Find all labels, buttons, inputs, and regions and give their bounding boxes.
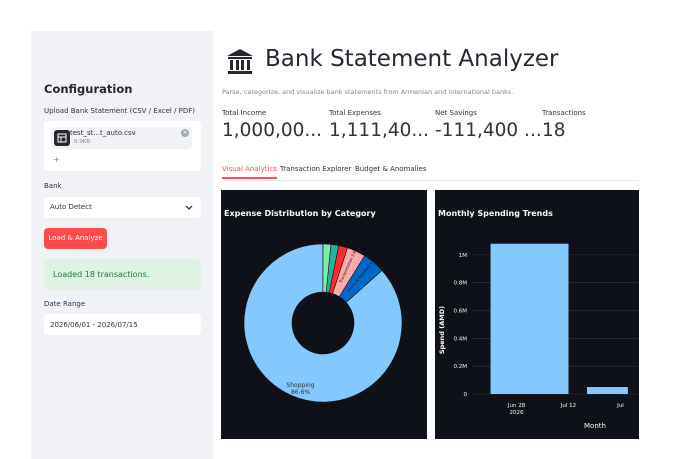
- bank-icon: [227, 49, 253, 74]
- success-message: Loaded 18 transactions.: [53, 270, 150, 279]
- bar-chart-svg: 0 0.2M 0.4M 0.6M 0.8M 1M Jun 28 2026 Jul 12 Jul Mo…: [438, 243, 639, 430]
- y-tick-label: 0.6M: [454, 309, 468, 315]
- remove-file-icon[interactable]: ×: [181, 129, 189, 137]
- y-axis-label: Spend (AMD): [438, 306, 446, 354]
- chevron-down-icon: [185, 205, 193, 210]
- bank-label: Bank: [44, 182, 62, 190]
- sidebar: Configuration Upload Bank Statement (CSV…: [31, 31, 213, 459]
- anchor-link-icon[interactable]: ∞: [536, 58, 543, 67]
- pie-slice: [243, 243, 403, 403]
- success-alert: Loaded 18 transactions.: [44, 259, 201, 290]
- x-tick-label: Jul 12: [560, 403, 576, 409]
- bank-select-value: Auto Detect: [50, 203, 92, 211]
- x-tick-label: Jun 28 2026: [507, 403, 526, 416]
- y-tick-label: 0: [464, 392, 468, 398]
- add-file-icon[interactable]: +: [53, 155, 60, 164]
- donut-chart-svg: Shopping 86.6%Loans & Transfers 4.6%Trans…: [243, 243, 403, 403]
- file-size: 0.9KB: [74, 139, 91, 145]
- metric-total-expenses: Total Expenses 1,111,40...: [329, 109, 429, 141]
- bar: [587, 387, 628, 394]
- metric-total-income: Total Income 1,000,00...: [222, 109, 322, 141]
- date-range-label: Date Range: [44, 300, 86, 308]
- metric-transactions: Transactions 18: [542, 109, 586, 141]
- y-tick-label: 1M: [459, 253, 467, 259]
- metric-net-savings: Net Savings -111,400 ...: [435, 109, 542, 141]
- metric-value: 1,000,00...: [222, 120, 323, 141]
- tab-bar: Visual Analytics Transaction Explorer Bu…: [222, 161, 639, 181]
- x-tick-label: Jul: [616, 403, 624, 409]
- uploaded-file: test_st...t_auto.csv 0.9KB ×: [51, 127, 192, 149]
- sidebar-title: Configuration: [44, 82, 133, 96]
- metric-value: -111,400 ...: [435, 120, 542, 141]
- chart-title: Monthly Spending Trends: [438, 209, 553, 218]
- page-title: Bank Statement Analyzer: [265, 46, 559, 72]
- upload-label: Upload Bank Statement (CSV / Excel / PDF…: [44, 107, 195, 115]
- tab-budget-anomalies[interactable]: Budget & Anomalies: [355, 165, 427, 173]
- metric-label: Net Savings: [435, 109, 477, 117]
- page-subtitle: Parse, categorize, and visualize bank st…: [222, 88, 514, 96]
- date-range-value: 2026/06/01 - 2026/07/15: [50, 321, 138, 329]
- metric-label: Total Income: [222, 109, 267, 117]
- tab-transaction-explorer[interactable]: Transaction Explorer: [280, 165, 352, 173]
- y-tick-label: 0.4M: [454, 336, 468, 342]
- metric-label: Total Expenses: [329, 109, 381, 117]
- bar: [490, 243, 569, 394]
- metric-label: Transactions: [542, 109, 586, 117]
- y-tick-label: 0.2M: [454, 364, 468, 370]
- tab-visual-analytics[interactable]: Visual Analytics: [222, 165, 277, 179]
- file-uploader[interactable]: test_st...t_auto.csv 0.9KB × +: [44, 121, 201, 171]
- date-range-input[interactable]: 2026/06/01 - 2026/07/15: [44, 314, 201, 335]
- chart-title: Expense Distribution by Category: [224, 209, 376, 218]
- file-icon: [54, 130, 70, 146]
- load-analyze-button[interactable]: Load & Analyze: [44, 228, 107, 249]
- metric-value: 18: [542, 120, 566, 141]
- monthly-spending-chart: Monthly Spending Trends 0 0.2M 0.4M 0.6M 0.8…: [435, 190, 639, 439]
- file-name: test_st...t_auto.csv: [70, 129, 136, 137]
- metric-value: 1,111,40...: [329, 120, 430, 141]
- slice-label: Shopping 86.6%: [286, 382, 314, 396]
- pie-slice: [322, 243, 332, 293]
- y-tick-label: 0.8M: [454, 281, 468, 287]
- x-axis-label: Month: [584, 422, 606, 430]
- expense-distribution-chart: Expense Distribution by Category Shoppin…: [221, 190, 427, 439]
- bank-select[interactable]: Auto Detect: [44, 197, 201, 218]
